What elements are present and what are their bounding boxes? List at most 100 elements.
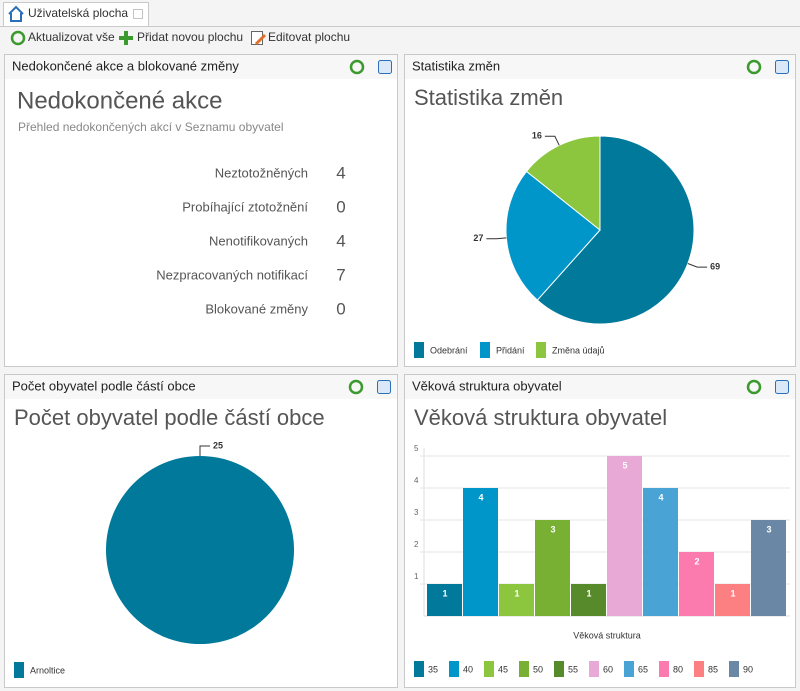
leader-line	[687, 263, 708, 268]
data-label: 25	[213, 440, 223, 450]
y-tick-label: 3	[414, 508, 419, 517]
row-label: Neztotožněných	[215, 165, 308, 180]
row-value: 4	[336, 163, 345, 182]
legend-swatch	[414, 661, 424, 677]
bar	[427, 584, 462, 616]
panel-title: Nedokončené akce a blokované změny	[12, 58, 239, 73]
legend-swatch	[449, 661, 459, 677]
legend-swatch	[694, 661, 704, 677]
leader-line	[486, 237, 507, 240]
panel-box	[4, 54, 398, 367]
panel-header	[405, 55, 795, 79]
data-label: 4	[658, 492, 663, 502]
data-label: 1	[514, 588, 519, 598]
summary-subtitle: Přehled nedokončených akcí v Seznamu oby…	[18, 120, 284, 134]
pie-slice	[106, 456, 294, 644]
pie-slice	[505, 170, 601, 301]
legend-label: Přidání	[496, 345, 525, 355]
row-value: 0	[336, 299, 345, 318]
row-value: 0	[336, 197, 345, 216]
bar	[535, 520, 570, 616]
tab-box	[3, 2, 149, 27]
bar	[679, 552, 714, 616]
legend-swatch	[729, 661, 739, 677]
data-label: 3	[550, 524, 555, 534]
bar	[499, 584, 534, 616]
data-label: 1	[586, 588, 591, 598]
legend-swatch	[414, 342, 424, 358]
refresh-icon	[10, 30, 26, 46]
legend-swatch	[484, 661, 494, 677]
legend-label: 80	[673, 664, 683, 674]
window-icon[interactable]	[377, 380, 391, 394]
tab-title: Uživatelská plocha	[28, 6, 128, 20]
data-label: 4	[478, 492, 483, 502]
legend-label: Odebrání	[430, 345, 468, 355]
legend-swatch	[480, 342, 490, 358]
y-tick-label: 1	[414, 572, 419, 581]
legend-label: 85	[708, 664, 718, 674]
chart-title: Počet obyvatel podle částí obce	[14, 405, 325, 430]
row-value: 4	[336, 231, 345, 250]
bar	[607, 456, 642, 616]
legend-label: 60	[603, 664, 613, 674]
summary-panel: Nedokončené akce a blokované změny Nedok…	[4, 54, 398, 367]
pie-slice	[536, 135, 695, 325]
home-icon	[8, 5, 24, 22]
legend-label: 45	[498, 664, 508, 674]
data-label: 5	[622, 460, 627, 470]
row-label: Blokované změny	[205, 301, 308, 316]
y-tick-label: 2	[414, 540, 419, 549]
bar	[715, 584, 750, 616]
window-icon[interactable]	[378, 60, 392, 74]
close-icon[interactable]	[133, 9, 143, 19]
window-icon[interactable]	[775, 60, 789, 74]
x-axis-label: Věková struktura	[573, 630, 641, 640]
panel-header	[5, 55, 397, 79]
refresh-icon[interactable]	[348, 379, 364, 395]
toolbar-button[interactable]: Přidat novou plochu	[137, 30, 243, 44]
data-label: 1	[442, 588, 447, 598]
panel-header	[405, 375, 795, 399]
legend-swatch	[14, 662, 24, 678]
legend-swatch	[519, 661, 529, 677]
toolbar-button[interactable]: Aktualizovat vše	[28, 30, 115, 44]
y-tick-label: 4	[414, 476, 419, 485]
summary-title: Nedokončené akce	[17, 87, 222, 114]
legend-swatch	[589, 661, 599, 677]
bar	[643, 488, 678, 616]
chart-title: Statistika změn	[414, 85, 563, 110]
bar	[751, 520, 786, 616]
y-tick-label: 5	[414, 444, 419, 453]
row-label: Nezpracovaných notifikací	[156, 267, 308, 282]
pie-slice	[525, 135, 601, 232]
tab[interactable]: Uživatelská plocha	[3, 2, 149, 27]
window-icon[interactable]	[775, 380, 789, 394]
chart-title: Věková struktura obyvatel	[414, 405, 667, 430]
data-label: 1	[730, 588, 735, 598]
panel-title: Statistika změn	[412, 58, 500, 73]
data-label: 69	[710, 261, 720, 271]
edit-pen	[254, 33, 267, 46]
data-label: 3	[766, 524, 771, 534]
refresh-icon[interactable]	[746, 59, 762, 75]
legend-swatch	[554, 661, 564, 677]
legend-swatch	[624, 661, 634, 677]
leader-line	[544, 135, 560, 146]
leader-line	[199, 445, 210, 456]
data-label: 27	[473, 233, 483, 243]
panel-title: Počet obyvatel podle částí obce	[12, 378, 196, 393]
toolbar-button[interactable]: Editovat plochu	[268, 30, 350, 44]
row-label: Nenotifikovaných	[209, 233, 308, 248]
refresh-icon[interactable]	[746, 379, 762, 395]
legend-label: 50	[533, 664, 543, 674]
refresh-icon[interactable]	[349, 59, 365, 75]
legend-label: 90	[743, 664, 753, 674]
legend-label: 65	[638, 664, 648, 674]
legend-swatch	[659, 661, 669, 677]
bar	[571, 584, 606, 616]
legend-label: Změna údajů	[552, 345, 605, 355]
row-value: 7	[336, 265, 345, 284]
data-label: 16	[532, 131, 542, 141]
